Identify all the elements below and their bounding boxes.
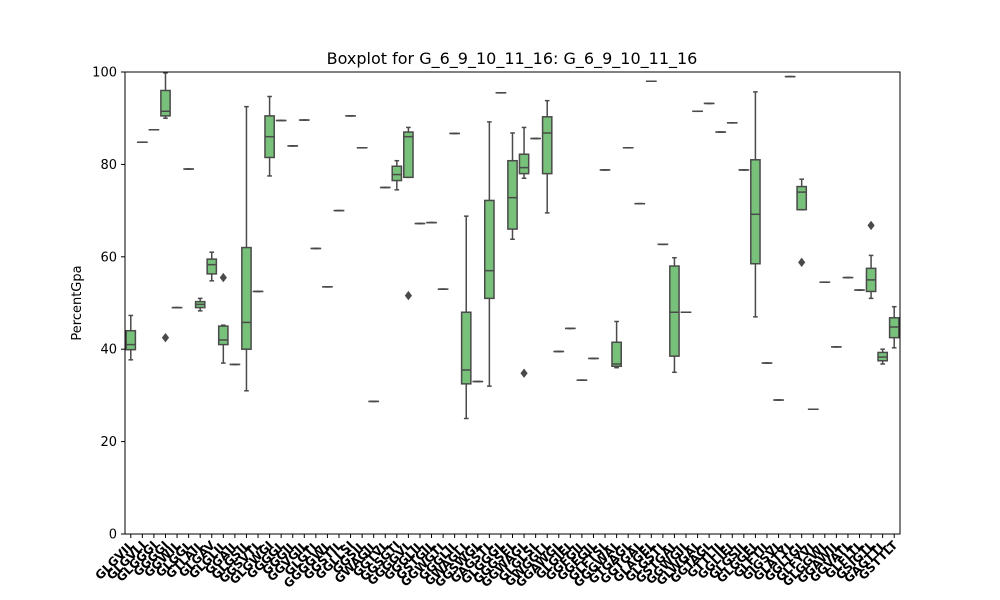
plot-frame [124, 71, 901, 535]
box-item [877, 348, 889, 365]
outlier-point [219, 272, 227, 283]
y-tick-label: 100 [92, 66, 117, 81]
x-axis: GLGVILGLGVLIGLGGGIGGGGIGGWILGLGGLGTLAILG… [93, 534, 901, 591]
box-item [888, 305, 900, 349]
box-item [669, 256, 680, 374]
box-body [507, 159, 518, 230]
box-body [518, 153, 530, 175]
box-item [796, 178, 808, 268]
outlier-point [161, 332, 170, 343]
boxes-group [125, 72, 900, 420]
box-body [403, 131, 414, 179]
box-body [217, 325, 229, 346]
box-body [669, 265, 680, 357]
outlier-point [404, 290, 412, 301]
y-axis: 0 20 40 60 80 100 [92, 66, 125, 543]
box-item [206, 251, 218, 282]
y-tick-label: 20 [100, 435, 117, 450]
box-item [507, 132, 518, 240]
box-item [391, 159, 403, 191]
outlier-point [520, 368, 528, 378]
box-item [750, 91, 761, 318]
box-item [541, 99, 553, 214]
box-body [796, 185, 808, 211]
box-body [125, 329, 137, 351]
chart-title: Boxplot for G_6_9_10_11_16: G_6_9_10_11_… [327, 49, 698, 69]
box-body [206, 258, 218, 275]
box-body [541, 116, 553, 175]
y-axis-label: PercentGpa [70, 265, 85, 340]
y-tick-label: 40 [100, 343, 117, 358]
box-item [518, 126, 530, 378]
box-item [483, 121, 495, 387]
box-body [391, 165, 403, 182]
box-item [194, 297, 206, 312]
box-item [125, 314, 137, 361]
box-item [611, 320, 622, 369]
outlier-point [798, 257, 806, 268]
box-item [241, 105, 252, 392]
y-tick-label: 0 [109, 528, 117, 543]
y-tick-label: 60 [100, 250, 117, 265]
box-body [160, 89, 171, 117]
y-tick-label: 80 [100, 158, 117, 173]
box-item [217, 272, 229, 364]
box-item [865, 220, 877, 300]
box-body [460, 311, 472, 385]
box-item [403, 126, 414, 301]
box-body [241, 246, 252, 350]
box-item [160, 72, 171, 343]
box-item [264, 95, 275, 177]
box-body [611, 341, 622, 368]
box-item [460, 215, 472, 420]
box-body [750, 159, 761, 265]
outlier-point [867, 220, 875, 231]
box-body [483, 199, 495, 300]
